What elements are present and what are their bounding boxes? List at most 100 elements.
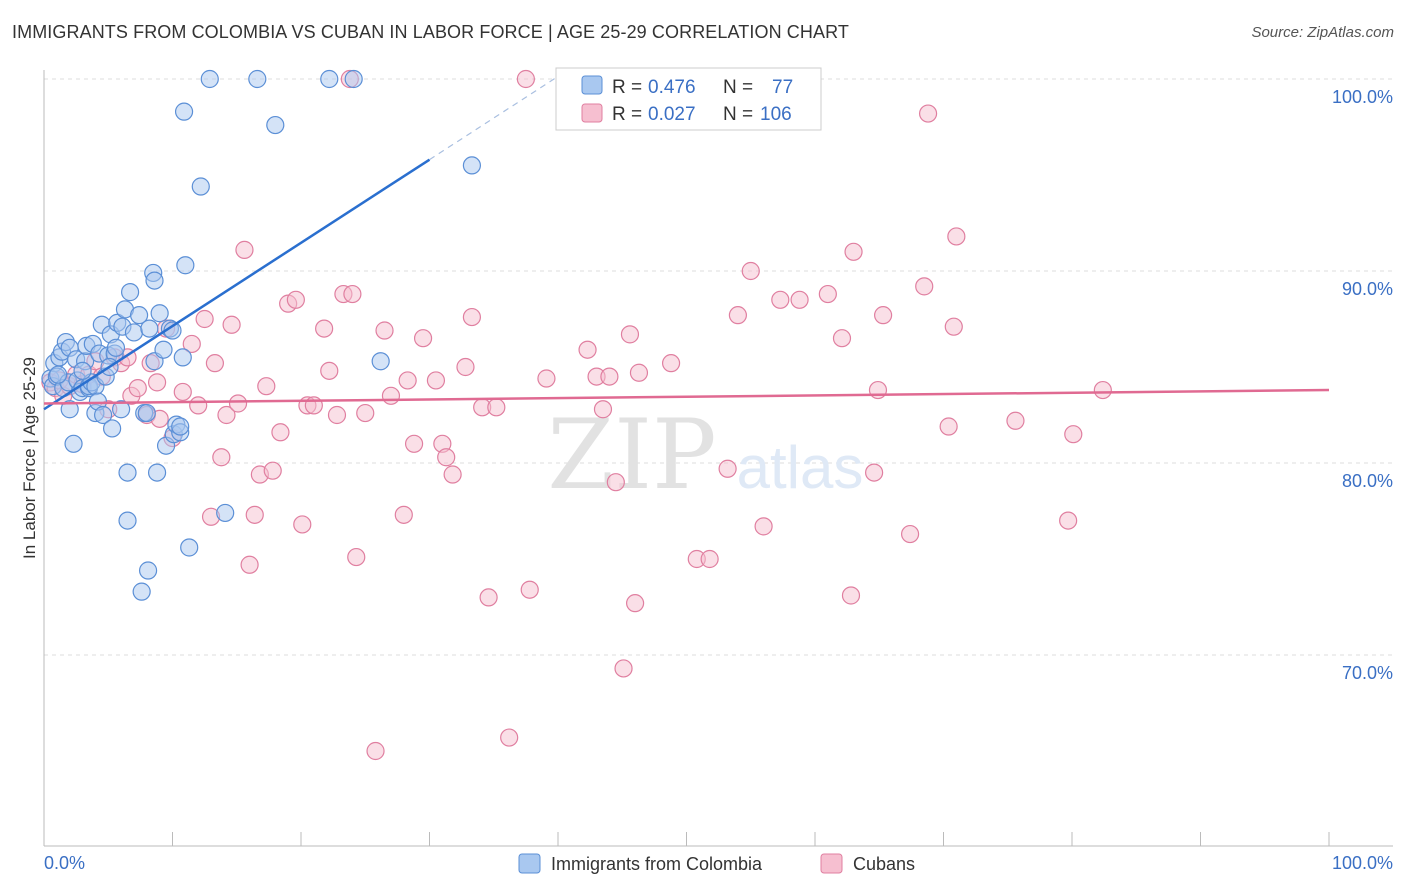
- cubans-point: [516, 69, 535, 89]
- colombia-point: [124, 323, 144, 342]
- cubans-point: [426, 371, 446, 390]
- stats-cubans-r-value: 0.027: [648, 104, 696, 125]
- cubans-point: [257, 377, 276, 396]
- cubans-point: [366, 741, 385, 761]
- cubans-point: [315, 319, 334, 338]
- colombia-trend-line: [43, 158, 431, 411]
- colombia-point: [120, 283, 140, 302]
- cubans-point: [600, 367, 619, 386]
- cubans-point: [700, 549, 719, 569]
- cubans-point: [841, 586, 861, 605]
- cubans-point: [625, 594, 645, 613]
- colombia-point: [174, 102, 194, 121]
- y-tick-labels: 100.0% 90.0% 80.0% 70.0%: [1332, 87, 1393, 683]
- stats-cubans-swatch: [581, 103, 603, 123]
- cubans-point: [661, 354, 681, 373]
- cubans-point: [128, 379, 147, 398]
- y-tick-label: 100.0%: [1332, 87, 1393, 107]
- cubans-point: [771, 290, 790, 309]
- colombia-point: [171, 417, 190, 436]
- cubans-point: [456, 357, 475, 377]
- colombia-point: [73, 361, 92, 380]
- cubans-point: [245, 505, 264, 524]
- colombia-point: [248, 69, 267, 89]
- stats-legend: R = 0.476 N = 77 R = 0.027 N = 106: [555, 67, 822, 131]
- colombia-point: [138, 561, 158, 580]
- cubans-point: [205, 354, 225, 373]
- colombia-point: [49, 365, 68, 384]
- colombia-point: [118, 463, 137, 482]
- cubans-point: [718, 459, 737, 478]
- colombia-point: [344, 69, 363, 89]
- cubans-point: [832, 329, 852, 348]
- cubans-point: [479, 588, 498, 607]
- watermark-zip: ZIP: [547, 399, 716, 511]
- cubans-point: [900, 524, 920, 544]
- watermark-atlas: atlas: [737, 434, 864, 501]
- y-tick-label: 80.0%: [1342, 471, 1393, 491]
- colombia-point: [176, 256, 195, 275]
- cubans-point: [327, 405, 347, 425]
- cubans-point: [235, 240, 254, 259]
- stats-colombia-swatch: [581, 75, 603, 95]
- cubans-point: [462, 307, 482, 327]
- axes: [43, 70, 1393, 847]
- colombia-point: [147, 463, 167, 482]
- stats-colombia-n-label: N =: [723, 77, 753, 98]
- cubans-point: [500, 728, 519, 747]
- cubans-point: [404, 434, 424, 453]
- stats-colombia-r-label: R =: [612, 77, 642, 98]
- cubans-point: [263, 461, 282, 480]
- cubans-point: [1064, 425, 1083, 444]
- cubans-point: [520, 580, 539, 599]
- cubans-point: [741, 261, 760, 281]
- cubans-point: [437, 448, 456, 467]
- cubans-point: [915, 277, 934, 296]
- colombia-point: [111, 400, 131, 419]
- cubans-point: [286, 290, 305, 309]
- stats-cubans-r-label: R =: [612, 104, 642, 125]
- cubans-point: [240, 555, 259, 574]
- colombia-point: [106, 338, 126, 357]
- colombia-point: [118, 511, 137, 530]
- colombia-point: [64, 434, 83, 453]
- cubans-point: [413, 329, 433, 348]
- cubans-point: [844, 242, 863, 261]
- cubans-point: [217, 405, 236, 425]
- cubans-point: [939, 417, 958, 436]
- cubans-point: [320, 361, 339, 380]
- stats-colombia-n-value: 77: [772, 77, 793, 98]
- cubans-point: [487, 398, 506, 417]
- cubans-point: [212, 448, 231, 467]
- colombia-point: [60, 400, 79, 419]
- cubans-point: [790, 290, 809, 309]
- cubans-point: [394, 505, 413, 524]
- colombia-point: [200, 69, 219, 89]
- colombia-point: [150, 304, 169, 323]
- cubans-point: [381, 386, 401, 405]
- stats-cubans-n-label: N =: [723, 104, 753, 125]
- colombia-trend-extension: [429, 75, 559, 161]
- y-tick-label: 90.0%: [1342, 279, 1393, 299]
- cubans-point: [606, 473, 625, 492]
- cubans-point: [818, 284, 837, 304]
- chart-source: Source: ZipAtlas.com: [1251, 24, 1394, 41]
- cubans-point: [222, 315, 241, 334]
- cubans-point: [865, 463, 884, 482]
- colombia-point: [173, 348, 192, 367]
- cubans-point: [443, 465, 462, 484]
- colombia-point: [180, 538, 199, 557]
- cubans-point: [356, 403, 375, 423]
- colombia-point: [154, 340, 173, 359]
- cubans-point: [195, 309, 214, 329]
- series-legend: Immigrants from Colombia Cubans: [518, 853, 915, 874]
- cubans-point: [173, 382, 192, 402]
- cubans-point: [874, 306, 893, 325]
- colombia-point: [137, 403, 156, 423]
- cubans-point: [1093, 380, 1112, 400]
- cubans-point: [398, 371, 417, 390]
- cubans-point: [375, 321, 394, 340]
- cubans-point: [629, 363, 649, 382]
- y-tick-label: 70.0%: [1342, 663, 1393, 683]
